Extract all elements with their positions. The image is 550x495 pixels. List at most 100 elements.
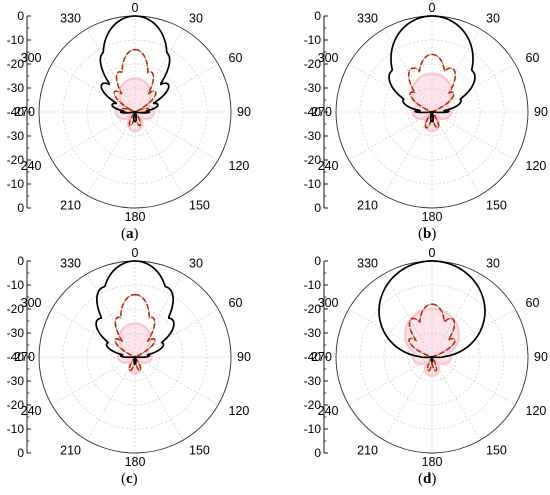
angle-tick-label: 90 (534, 105, 548, 119)
grid-spoke (348, 111, 433, 161)
polar-panel-c: 0 30 60 90 120 150 180 210 240 270 300 330 0 -10 -20 -3… (7, 246, 251, 487)
series-solid-black (99, 15, 171, 123)
radial-tick-label: 0 (17, 9, 24, 23)
grid-spoke (431, 111, 516, 161)
angle-tick-label: 270 (311, 105, 332, 119)
series-pink-band (403, 307, 461, 378)
angle-tick-label: 30 (189, 257, 203, 271)
angle-tick-label: 60 (526, 51, 540, 65)
radial-tick-label: -10 (304, 422, 322, 436)
radial-tick-label: -10 (7, 177, 25, 191)
radial-tick-label: -30 (7, 326, 25, 340)
angle-tick-label: 270 (14, 105, 35, 119)
angle-tick-label: 300 (318, 51, 339, 65)
polar-panel-d: 0 30 60 90 120 150 180 210 240 270 300 330 0 -10 -20 -3… (304, 246, 548, 487)
grid-spoke (86, 111, 136, 196)
angle-tick-label: 60 (526, 296, 540, 310)
angle-tick-label: 240 (318, 159, 339, 173)
grid-spoke (134, 63, 219, 113)
angle-tick-label: 90 (534, 350, 548, 364)
angle-tick-label: 180 (422, 210, 443, 224)
grid-spoke (134, 308, 219, 358)
angle-tick-label: 240 (318, 404, 339, 418)
angle-tick-label: 240 (21, 159, 42, 173)
series-solid-black (378, 260, 486, 363)
angle-tick-label: 210 (357, 199, 378, 213)
radial-tick-label: -10 (7, 33, 25, 47)
panel-label: (b) (418, 226, 436, 242)
grid-spoke (86, 356, 136, 441)
angle-tick-label: 120 (526, 404, 547, 418)
angle-tick-label: 270 (14, 350, 35, 364)
grid-spoke (431, 356, 516, 406)
angle-tick-label: 90 (237, 350, 251, 364)
radial-tick-label: -20 (7, 57, 25, 71)
grid-spoke (383, 28, 433, 113)
radial-tick-label: -10 (7, 278, 25, 292)
series-solid-black (95, 260, 175, 366)
panel-letter: b (423, 226, 431, 242)
panel-letter: d (423, 471, 432, 487)
grid-spoke (134, 356, 184, 441)
grid-spoke (431, 308, 516, 358)
grid-spoke (383, 356, 433, 441)
grid-spoke (431, 273, 481, 358)
radial-tick-label: -30 (7, 374, 25, 388)
angle-tick-label: 60 (229, 51, 243, 65)
series-solid-black (388, 15, 476, 123)
panel-label: (c) (121, 471, 138, 487)
angle-tick-label: 270 (311, 350, 332, 364)
polar-panel-b: 0 30 60 90 120 150 180 210 240 270 300 330 0 -10 -20 -3… (304, 1, 548, 242)
radial-tick-label: -20 (304, 57, 322, 71)
grid-spoke (86, 28, 136, 113)
angle-tick-label: 150 (189, 199, 210, 213)
radial-tick-label: -30 (304, 129, 322, 143)
panel-label: (a) (121, 226, 139, 242)
radial-tick-label: -20 (304, 398, 322, 412)
angle-tick-label: 150 (486, 199, 507, 213)
grid-spoke (51, 111, 136, 161)
panel-letter: c (126, 471, 133, 487)
angle-tick-label: 30 (486, 12, 500, 26)
grid-spoke (348, 308, 433, 358)
radial-tick-label: -30 (304, 326, 322, 340)
radial-tick-label: 0 (17, 446, 24, 460)
series-pink-band (411, 72, 453, 133)
radial-tick-label: 0 (314, 254, 321, 268)
angle-tick-label: 0 (132, 1, 139, 15)
grid-spoke (51, 356, 136, 406)
polar-panel-a: 0 30 60 90 120 150 180 210 240 270 300 330 0 -10 -20 -3… (7, 1, 251, 242)
angle-tick-label: 180 (422, 455, 443, 469)
radial-tick-label: -10 (304, 177, 322, 191)
angle-tick-label: 120 (526, 159, 547, 173)
angle-tick-label: 150 (189, 444, 210, 458)
angle-tick-label: 300 (318, 296, 339, 310)
radial-tick-label: -10 (304, 33, 322, 47)
grid-spoke (134, 111, 184, 196)
radial-tick-label: -10 (7, 422, 25, 436)
radial-tick-label: 0 (314, 446, 321, 460)
angle-tick-label: 90 (237, 105, 251, 119)
grid-spoke (383, 111, 433, 196)
grid-spoke (134, 356, 219, 406)
radial-tick-label: -30 (7, 129, 25, 143)
radial-tick-label: -40 (7, 105, 25, 119)
grid-spoke (431, 356, 481, 441)
grid-spoke (134, 273, 184, 358)
angle-tick-label: 0 (429, 246, 436, 260)
angle-tick-label: 210 (60, 444, 81, 458)
radial-tick-label: -20 (7, 398, 25, 412)
angle-tick-label: 30 (486, 257, 500, 271)
radial-tick-label: -30 (304, 81, 322, 95)
radial-tick-label: -30 (7, 81, 25, 95)
grid-spoke (134, 28, 184, 113)
angle-tick-label: 60 (229, 296, 243, 310)
radial-tick-label: 0 (17, 254, 24, 268)
angle-tick-label: 120 (229, 159, 250, 173)
grid-spoke (383, 273, 433, 358)
radial-tick-label: -20 (7, 302, 25, 316)
radial-tick-label: -40 (304, 350, 322, 364)
angle-tick-label: 210 (60, 199, 81, 213)
series-pink-band (114, 77, 156, 133)
